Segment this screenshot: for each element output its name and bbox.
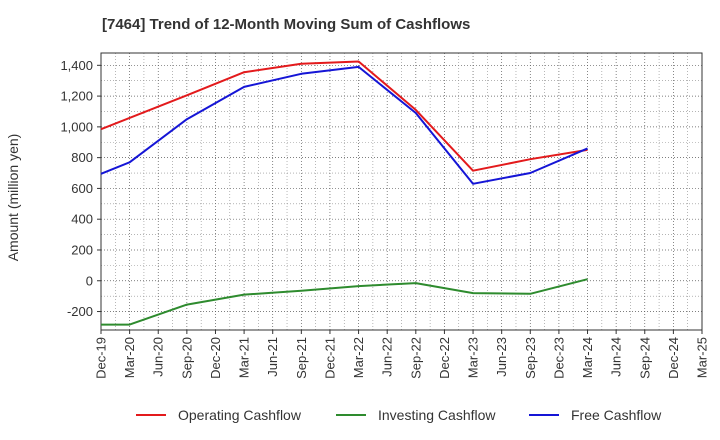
y-tick-label: 800 [71, 150, 93, 165]
x-tick-label: Sep-22 [408, 337, 423, 379]
y-axis-title: Amount (million yen) [5, 134, 21, 262]
legend-label-investing-cashflow: Investing Cashflow [378, 407, 496, 423]
x-tick-label: Mar-23 [466, 337, 481, 378]
y-tick-label: 200 [71, 242, 93, 257]
y-tick-label: -200 [67, 304, 93, 319]
x-tick-label: Sep-21 [294, 337, 309, 379]
y-tick-label: 400 [71, 212, 93, 227]
x-tick-label: Dec-23 [551, 337, 566, 379]
x-axis-ticks: Dec-19 Mar-20 Jun-20 Sep-20 Dec-20 Mar-21 Jun-… [94, 330, 710, 379]
x-tick-label: Dec-19 [94, 337, 109, 379]
y-tick-label: 1,400 [60, 58, 93, 73]
x-tick-label: Jun-24 [609, 337, 624, 377]
x-tick-label: Sep-24 [637, 337, 652, 379]
x-tick-label: Jun-22 [380, 337, 395, 377]
series-line-operating-cashflow [100, 60, 588, 172]
y-tick-label: 0 [86, 273, 93, 288]
x-tick-label: Mar-21 [237, 337, 252, 378]
x-tick-label: Sep-23 [523, 337, 538, 379]
x-tick-label: Dec-24 [666, 337, 681, 379]
y-tick-label: 1,200 [60, 89, 93, 104]
x-tick-label: Mar-20 [122, 337, 137, 378]
series-line-free-cashflow [100, 65, 588, 185]
grid-layer [100, 53, 703, 330]
chart-title: [7464] Trend of 12-Month Moving Sum of C… [102, 16, 471, 33]
x-tick-label: Dec-20 [208, 337, 223, 379]
x-tick-label: Dec-22 [437, 337, 452, 379]
x-tick-label: Dec-21 [322, 337, 337, 379]
series-layer [100, 60, 588, 326]
y-tick-label: 600 [71, 181, 93, 196]
y-tick-label: 1,000 [60, 119, 93, 134]
y-axis-ticks: -200 0 200 400 600 800 1,000 1,200 1,400 [60, 58, 101, 319]
series-line-investing-cashflow [101, 278, 588, 326]
x-tick-label: Jun-21 [265, 337, 280, 377]
plot-frame [100, 52, 703, 331]
x-tick-label: Jun-20 [151, 337, 166, 377]
x-tick-label: Mar-24 [580, 337, 595, 378]
legend-label-operating-cashflow: Operating Cashflow [178, 407, 302, 423]
x-tick-label: Sep-20 [179, 337, 194, 379]
x-tick-label: Jun-23 [494, 337, 509, 377]
x-tick-label: Mar-22 [351, 337, 366, 378]
x-tick-label: Mar-25 [695, 337, 710, 378]
legend-label-free-cashflow: Free Cashflow [571, 407, 662, 423]
legend: Operating Cashflow Investing Cashflow Free… [136, 407, 662, 423]
